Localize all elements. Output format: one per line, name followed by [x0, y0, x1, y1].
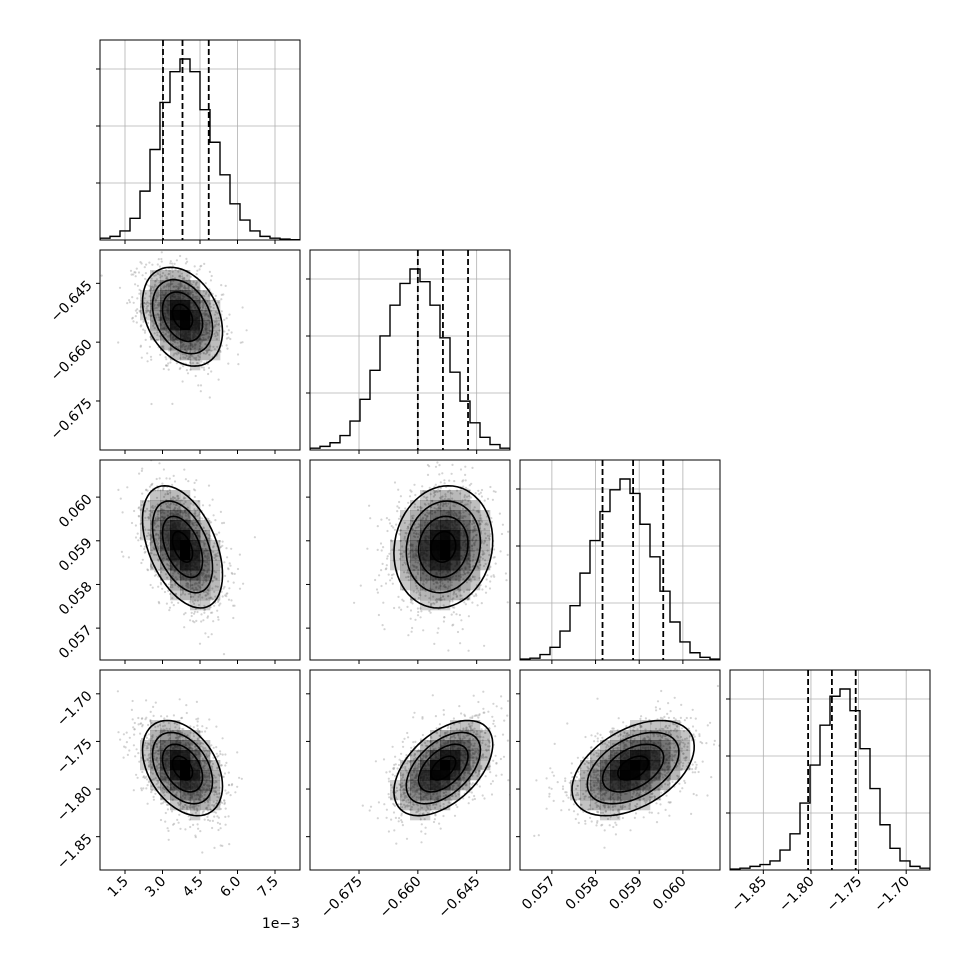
histogram-panel-3: −1.85 −1.80 −1.75 −1.70 [726, 669, 931, 916]
histogram-step-2 [520, 478, 720, 660]
contour-3-2-2 [586, 731, 680, 805]
x-tick-label-2-3: 0.060 [650, 874, 690, 914]
density-panel-3-0: −1.85 −1.80 −1.75 −1.70 1.5 3.0 4.5 6.0 7.5 [54, 669, 301, 901]
density-panel-3-2: 0.057 0.058 0.059 0.060 [516, 669, 721, 914]
density-grid-3-0 [140, 720, 221, 821]
panel-frame-2-0 [99, 459, 301, 661]
contour-3-1-2 [405, 731, 482, 805]
x-tick-label-0-3: 6.0 [217, 874, 244, 901]
contour-2-0-1 [161, 515, 204, 579]
contour-1-0-0 [171, 303, 194, 330]
panel-frame-1-0 [99, 249, 301, 451]
panel-frame-2-1 [309, 459, 511, 661]
x-tick-label-1-1: −0.660 [377, 874, 425, 922]
x-tick-label-2-0: 0.057 [519, 874, 559, 914]
contour-3-2-0 [616, 755, 650, 781]
density-panel-2-1 [306, 459, 511, 664]
contour-2-0-0 [171, 530, 194, 564]
x-tick-label-3-3: −1.70 [871, 874, 913, 916]
contour-3-0-2 [151, 731, 214, 805]
density-grid-1-0 [140, 270, 221, 371]
density-grid-2-0 [140, 490, 221, 611]
panel-frame-0-0 [99, 39, 301, 241]
y-tick-label-3-0: −1.85 [54, 831, 96, 873]
y-tick-label-2-1: 0.058 [56, 579, 96, 619]
histogram-step-3 [730, 688, 930, 870]
x-tick-label-0-2: 4.5 [180, 874, 207, 901]
histogram-step-0 [100, 58, 300, 240]
contour-3-1-3 [393, 719, 494, 817]
density-panel-3-1: −0.675 −0.660 −0.645 [306, 669, 511, 922]
density-panel-1-0: −0.675 −0.660 −0.645 [48, 249, 301, 454]
panel-frame-3-2 [519, 669, 721, 871]
x-tick-label-0-4: 7.5 [255, 874, 282, 901]
panel-frame-1-1 [309, 249, 511, 451]
contour-2-1-0 [430, 530, 457, 564]
contour-3-1-0 [430, 755, 457, 781]
x-offset-label-0: 1e−3 [262, 916, 300, 932]
y-tick-label-3-2: −1.75 [54, 736, 96, 778]
x-tick-label-2-2: 0.059 [606, 874, 646, 914]
contour-3-2-3 [571, 719, 696, 817]
x-tick-label-2-1: 0.058 [563, 874, 603, 914]
panel-frame-3-0 [99, 669, 301, 871]
panel-frame-3-3 [729, 669, 931, 871]
x-tick-label-0-0: 1.5 [105, 874, 132, 901]
x-tick-label-0-1: 3.0 [142, 874, 169, 901]
contour-3-0-0 [171, 755, 194, 781]
y-tick-label-2-2: 0.059 [56, 535, 96, 575]
histogram-panel-0 [96, 39, 301, 244]
contour-1-0-3 [141, 266, 224, 367]
contour-2-1-2 [405, 500, 482, 594]
y-tick-label-1-1: −0.660 [48, 337, 96, 385]
y-tick-label-2-3: 0.060 [56, 491, 96, 531]
y-tick-label-1-2: −0.645 [48, 278, 96, 326]
y-tick-label-1-0: −0.675 [48, 395, 96, 443]
contour-3-1-1 [417, 743, 469, 793]
density-grid-3-2 [570, 720, 691, 821]
contour-2-0-3 [141, 484, 224, 609]
x-tick-label-3-0: −1.85 [729, 874, 771, 916]
y-tick-label-3-3: −1.70 [54, 688, 96, 730]
histogram-panel-2 [516, 459, 721, 664]
contour-3-2-1 [601, 743, 665, 793]
y-tick-label-2-0: 0.057 [56, 622, 96, 662]
contour-2-1-1 [417, 515, 469, 579]
panel-frame-2-2 [519, 459, 721, 661]
contour-1-0-2 [151, 278, 214, 355]
x-tick-label-3-1: −1.80 [776, 874, 818, 916]
x-tick-label-1-2: −0.645 [436, 874, 484, 922]
contour-3-0-3 [141, 719, 224, 817]
contour-3-0-1 [161, 743, 204, 793]
contour-2-0-2 [151, 500, 214, 594]
panel-frame-3-1 [309, 669, 511, 871]
x-tick-label-3-2: −1.75 [824, 874, 866, 916]
density-grid-3-1 [390, 720, 491, 821]
histogram-step-1 [310, 268, 510, 450]
x-tick-label-1-0: −0.675 [318, 874, 366, 922]
histogram-panel-1 [306, 249, 511, 454]
contour-1-0-1 [161, 291, 204, 343]
y-tick-label-3-1: −1.80 [54, 783, 96, 825]
contour-2-1-3 [393, 484, 494, 609]
